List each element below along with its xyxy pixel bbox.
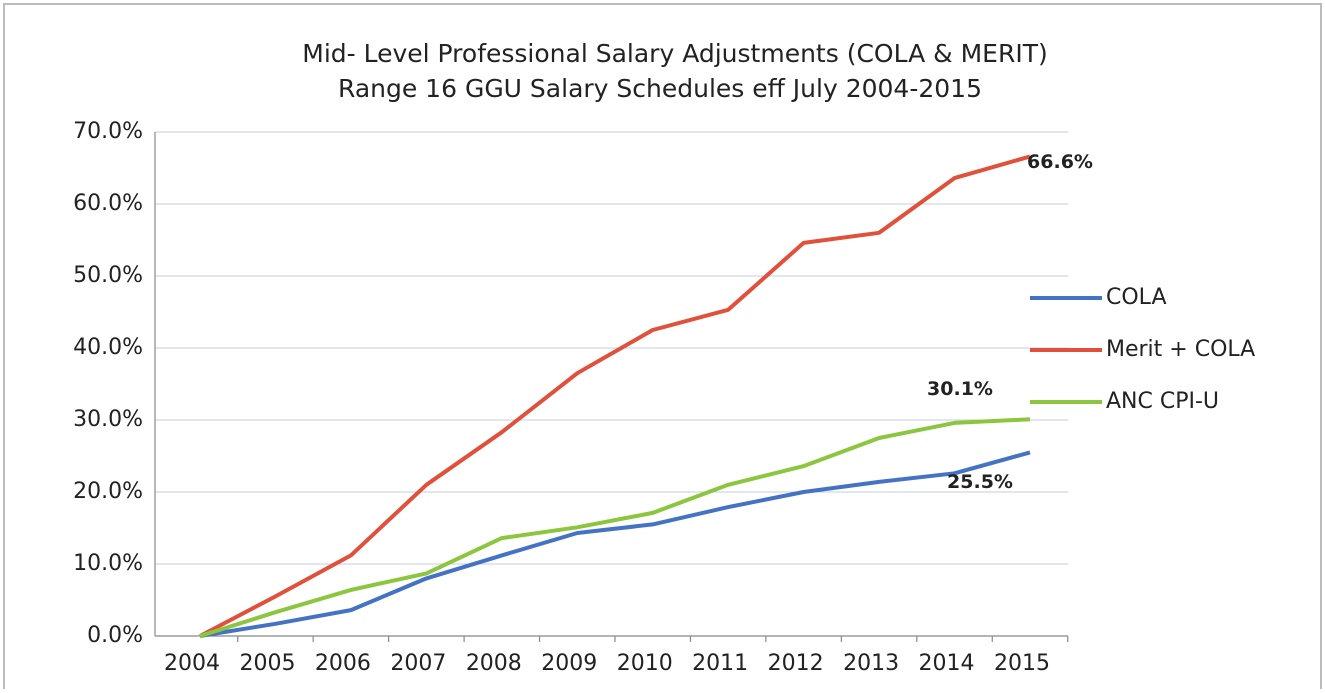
y-tick-label: 50.0%	[73, 263, 143, 288]
data-label: 66.6%	[1027, 151, 1093, 173]
x-tick-label: 2013	[843, 651, 899, 676]
series-line	[199, 154, 1031, 638]
legend-label: ANC CPI-U	[1106, 389, 1219, 414]
y-tick-label: 0.0%	[87, 623, 143, 648]
x-tick-label: 2009	[541, 651, 597, 676]
data-label: 30.1%	[927, 378, 993, 400]
y-tick-label: 30.0%	[73, 407, 143, 432]
data-label: 25.5%	[947, 471, 1013, 493]
y-tick-label: 60.0%	[73, 191, 143, 216]
legend-label: COLA	[1106, 285, 1167, 310]
legend-label: Merit + COLA	[1106, 337, 1255, 362]
x-tick-label: 2011	[692, 651, 748, 676]
y-tick-label: 40.0%	[73, 335, 143, 360]
chart-title: Mid- Level Professional Salary Adjustmen…	[302, 39, 1047, 68]
x-tick-label: 2007	[390, 651, 446, 676]
x-tick-label: 2015	[994, 651, 1050, 676]
x-tick-label: 2012	[768, 651, 824, 676]
series-line	[199, 450, 1031, 638]
x-tick-label: 2004	[164, 651, 220, 676]
y-tick-label: 70.0%	[73, 119, 143, 144]
x-tick-label: 2010	[617, 651, 673, 676]
x-tick-label: 2005	[239, 651, 295, 676]
x-tick-label: 2008	[466, 651, 522, 676]
x-tick-label: 2014	[919, 651, 975, 676]
chart-subtitle: Range 16 GGU Salary Schedules eff July 2…	[338, 74, 982, 103]
y-tick-label: 10.0%	[73, 551, 143, 576]
x-tick-label: 2006	[315, 651, 371, 676]
series-line	[199, 417, 1031, 638]
y-tick-label: 20.0%	[73, 479, 143, 504]
